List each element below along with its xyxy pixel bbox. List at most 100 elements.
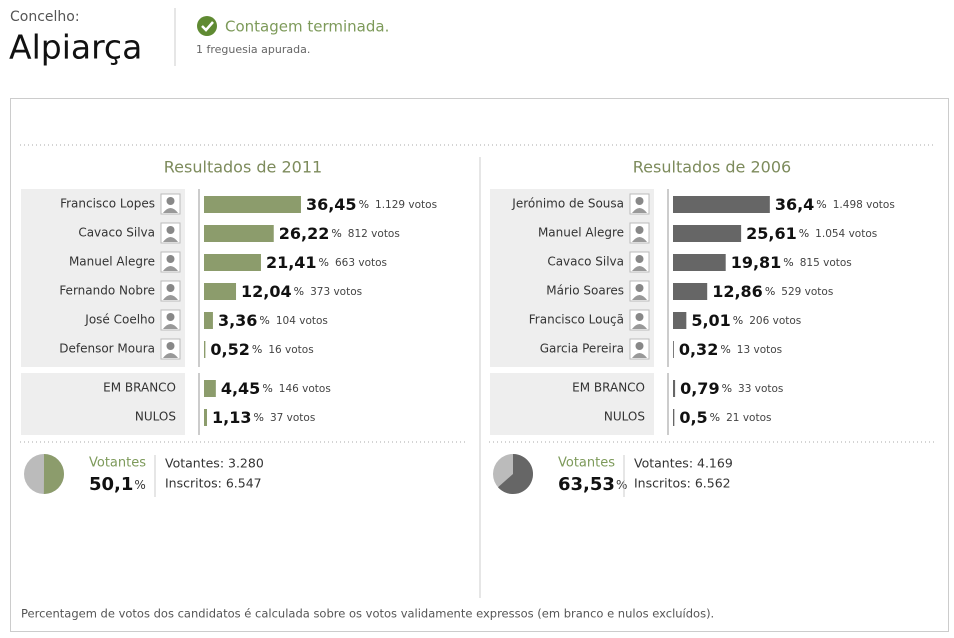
vote-bar xyxy=(204,283,237,300)
percent-value: 21,41 xyxy=(266,253,317,272)
vote-bar xyxy=(204,196,301,213)
value-label: 26,22% 812 votos xyxy=(279,224,400,243)
turnout-label: Votantes xyxy=(89,456,146,471)
header-label: Concelho: xyxy=(10,9,80,25)
percent-value: 12,04 xyxy=(241,282,292,301)
candidate-name: Francisco Lopes xyxy=(60,197,155,211)
value-label: 4,45% 146 votos xyxy=(221,379,331,398)
photo-head xyxy=(166,342,175,350)
names-bg xyxy=(21,189,185,367)
panel-title: Resultados de 2006 xyxy=(633,158,791,177)
photo-head xyxy=(166,313,175,321)
value-label: 36,4% 1.498 votos xyxy=(775,195,895,214)
percent-sign: % xyxy=(733,314,743,327)
percent-value: 1,13 xyxy=(212,408,251,427)
votes: 37 votos xyxy=(270,412,315,424)
results-box xyxy=(10,98,949,632)
value-label: 0,52% 16 votos xyxy=(210,340,313,359)
percent-sign: % xyxy=(799,227,809,240)
value-label: 5,01% 206 votos xyxy=(691,311,801,330)
photo-head xyxy=(635,226,644,234)
photo-body xyxy=(632,324,647,329)
value-label: 19,81% 815 votos xyxy=(731,253,852,272)
percent-sign: % xyxy=(252,343,262,356)
names-bg xyxy=(490,189,654,367)
candidate-name: Jerónimo de Sousa xyxy=(511,197,624,211)
photo-head xyxy=(635,255,644,263)
votes: 16 votos xyxy=(268,344,313,356)
vote-bar xyxy=(673,380,676,397)
photo-head xyxy=(635,342,644,350)
value-label: 0,32% 13 votos xyxy=(679,340,782,359)
photo-head xyxy=(635,313,644,321)
status-note: 1 freguesia apurada. xyxy=(196,43,310,56)
percent-value: 12,86 xyxy=(712,282,763,301)
candidate-name: Fernando Nobre xyxy=(59,284,155,298)
vote-bar xyxy=(673,254,726,271)
vote-bar xyxy=(673,283,708,300)
percent-sign: % xyxy=(616,478,627,492)
vote-bar xyxy=(673,225,742,242)
votes: 815 votos xyxy=(800,257,852,269)
vote-bar xyxy=(204,225,274,242)
percent-value: 0,52 xyxy=(210,340,249,359)
value-label: 36,45% 1.129 votos xyxy=(306,195,437,214)
percent-sign: % xyxy=(359,198,369,211)
photo-head xyxy=(166,255,175,263)
percent-sign: % xyxy=(765,285,775,298)
votes: 33 votos xyxy=(738,383,783,395)
candidate-name: Manuel Alegre xyxy=(69,255,155,269)
photo-body xyxy=(163,353,178,358)
percent-sign: % xyxy=(253,411,263,424)
pie-slice xyxy=(43,453,65,494)
percent-value: 19,81 xyxy=(731,253,782,272)
vote-bar xyxy=(673,409,675,426)
turnout-value: 50,1% xyxy=(89,474,146,495)
percent-value: 5,01 xyxy=(691,311,730,330)
value-label: 0,79% 33 votos xyxy=(680,379,783,398)
percent-sign: % xyxy=(783,256,793,269)
percent-sign: % xyxy=(720,343,730,356)
footer-note: Percentagem de votos dos candidatos é ca… xyxy=(21,607,714,621)
status: Contagem terminada. xyxy=(225,18,389,36)
value-label: 21,41% 663 votos xyxy=(266,253,387,272)
header-name: Alpiarça xyxy=(9,28,142,67)
turnout-percent: 50,1 xyxy=(89,474,133,495)
percent-sign: % xyxy=(262,382,272,395)
photo-body xyxy=(632,208,647,213)
pie-slice xyxy=(497,454,534,495)
turnout-value: 63,53% xyxy=(558,474,627,495)
names-bg xyxy=(21,373,185,435)
voters: Votantes: 3.280 xyxy=(165,456,264,471)
percent-sign: % xyxy=(259,314,269,327)
percent-sign: % xyxy=(722,382,732,395)
percent-sign: % xyxy=(331,227,341,240)
percent-value: 3,36 xyxy=(218,311,257,330)
photo-body xyxy=(632,266,647,271)
photo-body xyxy=(632,237,647,242)
check-icon xyxy=(197,16,217,36)
percent-value: 26,22 xyxy=(279,224,330,243)
votes: 1.498 votos xyxy=(833,199,895,211)
votes: 373 votos xyxy=(310,286,362,298)
photo-body xyxy=(632,353,647,358)
panel-title: Resultados de 2011 xyxy=(164,158,322,177)
value-label: 25,61% 1.054 votos xyxy=(746,224,877,243)
vote-bar xyxy=(204,380,216,397)
names-bg xyxy=(490,373,654,435)
value-label: 12,86% 529 votos xyxy=(712,282,833,301)
photo-head xyxy=(635,284,644,292)
vote-bar xyxy=(673,341,674,358)
votes: 21 votos xyxy=(726,412,771,424)
votes: 1.129 votos xyxy=(375,199,437,211)
photo-head xyxy=(635,197,644,205)
voters: Votantes: 4.169 xyxy=(634,456,733,471)
candidate-name: NULOS xyxy=(135,410,176,424)
candidate-name: Francisco Louçã xyxy=(529,313,624,327)
vote-bar xyxy=(204,254,261,271)
candidate-name: NULOS xyxy=(604,410,645,424)
percent-value: 25,61 xyxy=(746,224,797,243)
candidate-name: Garcia Pereira xyxy=(540,342,624,356)
value-label: 0,5% 21 votos xyxy=(679,408,771,427)
